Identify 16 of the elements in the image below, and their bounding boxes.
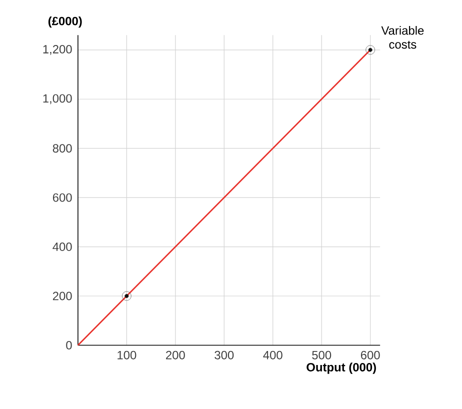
y-axis-title: (£000) bbox=[48, 16, 82, 28]
y-tick-label: 400 bbox=[52, 242, 72, 251]
x-tick-label: 300 bbox=[214, 350, 234, 360]
series-label: Variable costs bbox=[381, 26, 424, 49]
x-tick-label: 500 bbox=[312, 350, 332, 360]
y-tick-label: 0 bbox=[66, 340, 72, 350]
x-axis-title: Output (000) bbox=[306, 362, 376, 374]
y-tick-label: 600 bbox=[52, 193, 72, 202]
x-tick-label: 100 bbox=[118, 350, 136, 360]
y-tick-label: 200 bbox=[52, 292, 72, 300]
x-tick-label: 400 bbox=[263, 350, 282, 360]
x-tick-label: 200 bbox=[166, 350, 185, 360]
x-tick-label: 600 bbox=[360, 350, 380, 360]
y-tick-label: 1,200 bbox=[43, 44, 72, 55]
y-tick-label: 1,000 bbox=[43, 94, 72, 104]
y-tick-label: 800 bbox=[52, 144, 72, 152]
